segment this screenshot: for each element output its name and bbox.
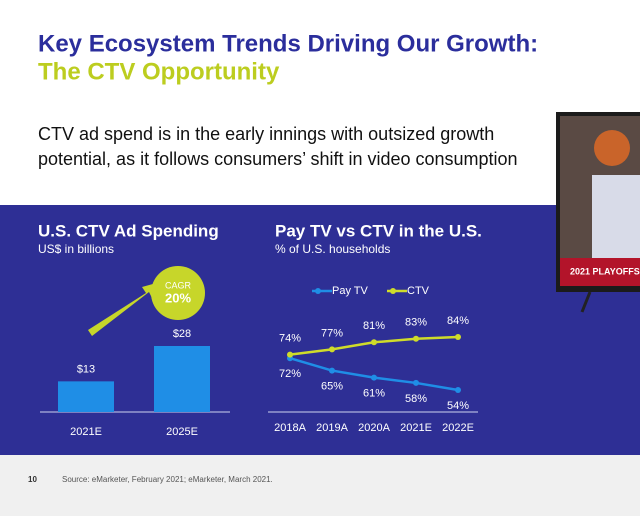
- point: [371, 374, 377, 381]
- point: [413, 335, 419, 342]
- bar: [58, 381, 114, 412]
- legend-label: CTV: [407, 285, 430, 297]
- footer: [0, 455, 640, 516]
- point: [455, 387, 461, 393]
- data-label: 72%: [279, 368, 301, 380]
- banner: [560, 258, 640, 286]
- data-label: 58%: [405, 393, 427, 405]
- cagr-badge: [151, 266, 205, 320]
- legend-marker: [390, 288, 396, 294]
- point: [455, 334, 461, 340]
- source: Source: eMarketer, February 2021; eMarke…: [62, 475, 273, 484]
- data-label: 81%: [363, 320, 385, 332]
- title: The CTV Opportunity: [38, 58, 280, 85]
- banner-text: 2021 PLAYOFFS: [570, 266, 640, 276]
- body-text: potential, as it follows consumers’ shif…: [38, 149, 518, 169]
- data-label: 83%: [405, 317, 427, 329]
- data-label: $13: [77, 363, 95, 375]
- arrow: [88, 282, 160, 336]
- chart-title: Pay TV vs CTV in the U.S.: [275, 221, 482, 240]
- player: [592, 175, 640, 260]
- data-label: 74%: [279, 333, 301, 345]
- cagr-value: 20%: [165, 290, 191, 305]
- body-text: CTV ad spend is in the early innings wit…: [38, 124, 494, 144]
- data-label: 65%: [321, 380, 343, 392]
- bar: [154, 346, 210, 412]
- chart-subtitle: US$ in billions: [38, 242, 114, 256]
- tv-stand: [580, 291, 592, 313]
- data-label: $28: [173, 328, 191, 340]
- point: [329, 346, 335, 353]
- point: [287, 351, 293, 358]
- data-label: 54%: [447, 400, 469, 412]
- chart-title: U.S. CTV Ad Spending: [38, 221, 219, 240]
- title: Key Ecosystem Trends Driving Our Growth:: [38, 30, 538, 57]
- x-tick-label: 2020A: [358, 422, 390, 434]
- x-tick-label: 2022E: [442, 422, 474, 434]
- charts: U.S. CTV Ad Spending US$ in billions $13 20…: [38, 221, 482, 437]
- chart-subtitle: % of U.S. households: [275, 242, 390, 256]
- ball: [594, 130, 630, 166]
- legend-label: Pay TV: [332, 285, 369, 297]
- point: [371, 339, 377, 346]
- x-tick-label: 2019A: [316, 422, 348, 434]
- point: [329, 367, 335, 374]
- cagr-label: CAGR: [165, 280, 192, 290]
- tv: 2021 PLAYOFFS: [556, 112, 640, 313]
- x-tick-label: 2021E: [70, 426, 102, 438]
- x-tick-label: 2018A: [274, 422, 306, 434]
- x-tick-label: 2025E: [166, 426, 198, 438]
- legend-marker: [315, 288, 321, 294]
- data-label: 61%: [363, 388, 385, 400]
- x-tick-label: 2021E: [400, 422, 432, 434]
- point: [413, 379, 419, 386]
- page-number: 10: [28, 475, 37, 484]
- panel: [0, 205, 640, 455]
- data-label: 84%: [447, 315, 469, 327]
- data-label: 77%: [321, 327, 343, 339]
